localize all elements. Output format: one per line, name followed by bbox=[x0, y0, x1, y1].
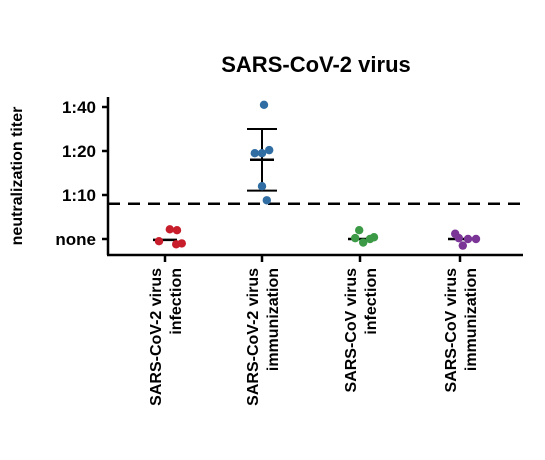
data-point bbox=[454, 233, 463, 243]
x-tick-label: SARS-CoV virus immunization bbox=[443, 268, 480, 393]
x-tick-label: SARS-CoV-2 virus infection bbox=[148, 268, 185, 406]
data-point bbox=[259, 100, 269, 110]
data-point bbox=[262, 196, 271, 205]
x-tick-label: SARS-CoV virus infection bbox=[343, 268, 380, 393]
x-tick-label-line1: SARS-CoV virus bbox=[443, 268, 460, 393]
data-point bbox=[471, 234, 481, 244]
x-tick-label: SARS-CoV-2 virus immunization bbox=[245, 268, 282, 406]
series-group bbox=[153, 225, 186, 249]
series-group bbox=[448, 229, 481, 250]
x-tick-label-line2: infection bbox=[363, 268, 380, 335]
data-point bbox=[257, 149, 267, 158]
data-point bbox=[463, 234, 473, 244]
data-point bbox=[265, 145, 274, 155]
data-point bbox=[369, 233, 379, 242]
x-tick-label-line2: immunization bbox=[463, 268, 480, 371]
data-point bbox=[355, 226, 364, 235]
x-tick-label-line2: infection bbox=[168, 268, 185, 335]
y-tick-label: 1:20 bbox=[62, 142, 96, 161]
chart-title: SARS-CoV-2 virus bbox=[221, 52, 411, 77]
y-ticks: none 1:10 1:20 1:40 bbox=[55, 98, 108, 249]
x-tick-label-line1: SARS-CoV-2 virus bbox=[148, 268, 165, 406]
data-point bbox=[165, 225, 174, 234]
series-group bbox=[247, 100, 277, 205]
data-point bbox=[177, 239, 186, 248]
series-layer bbox=[153, 100, 481, 250]
data-point bbox=[359, 238, 368, 247]
data-point bbox=[250, 149, 259, 158]
data-point bbox=[154, 237, 164, 246]
series-group bbox=[348, 226, 379, 247]
x-tick-label-line2: immunization bbox=[265, 268, 282, 371]
data-point bbox=[257, 182, 267, 191]
data-point bbox=[351, 233, 360, 243]
data-point bbox=[172, 226, 182, 235]
y-axis-label: neutralization titer bbox=[9, 107, 26, 246]
y-tick-label: 1:10 bbox=[62, 186, 96, 205]
x-tick-label-line1: SARS-CoV virus bbox=[343, 268, 360, 393]
x-ticks: SARS-CoV-2 virus infection SARS-CoV-2 viru… bbox=[148, 255, 480, 406]
y-tick-label: none bbox=[55, 230, 96, 249]
y-tick-label: 1:40 bbox=[62, 98, 96, 117]
x-tick-label-line1: SARS-CoV-2 virus bbox=[245, 268, 262, 406]
data-point bbox=[458, 241, 467, 250]
